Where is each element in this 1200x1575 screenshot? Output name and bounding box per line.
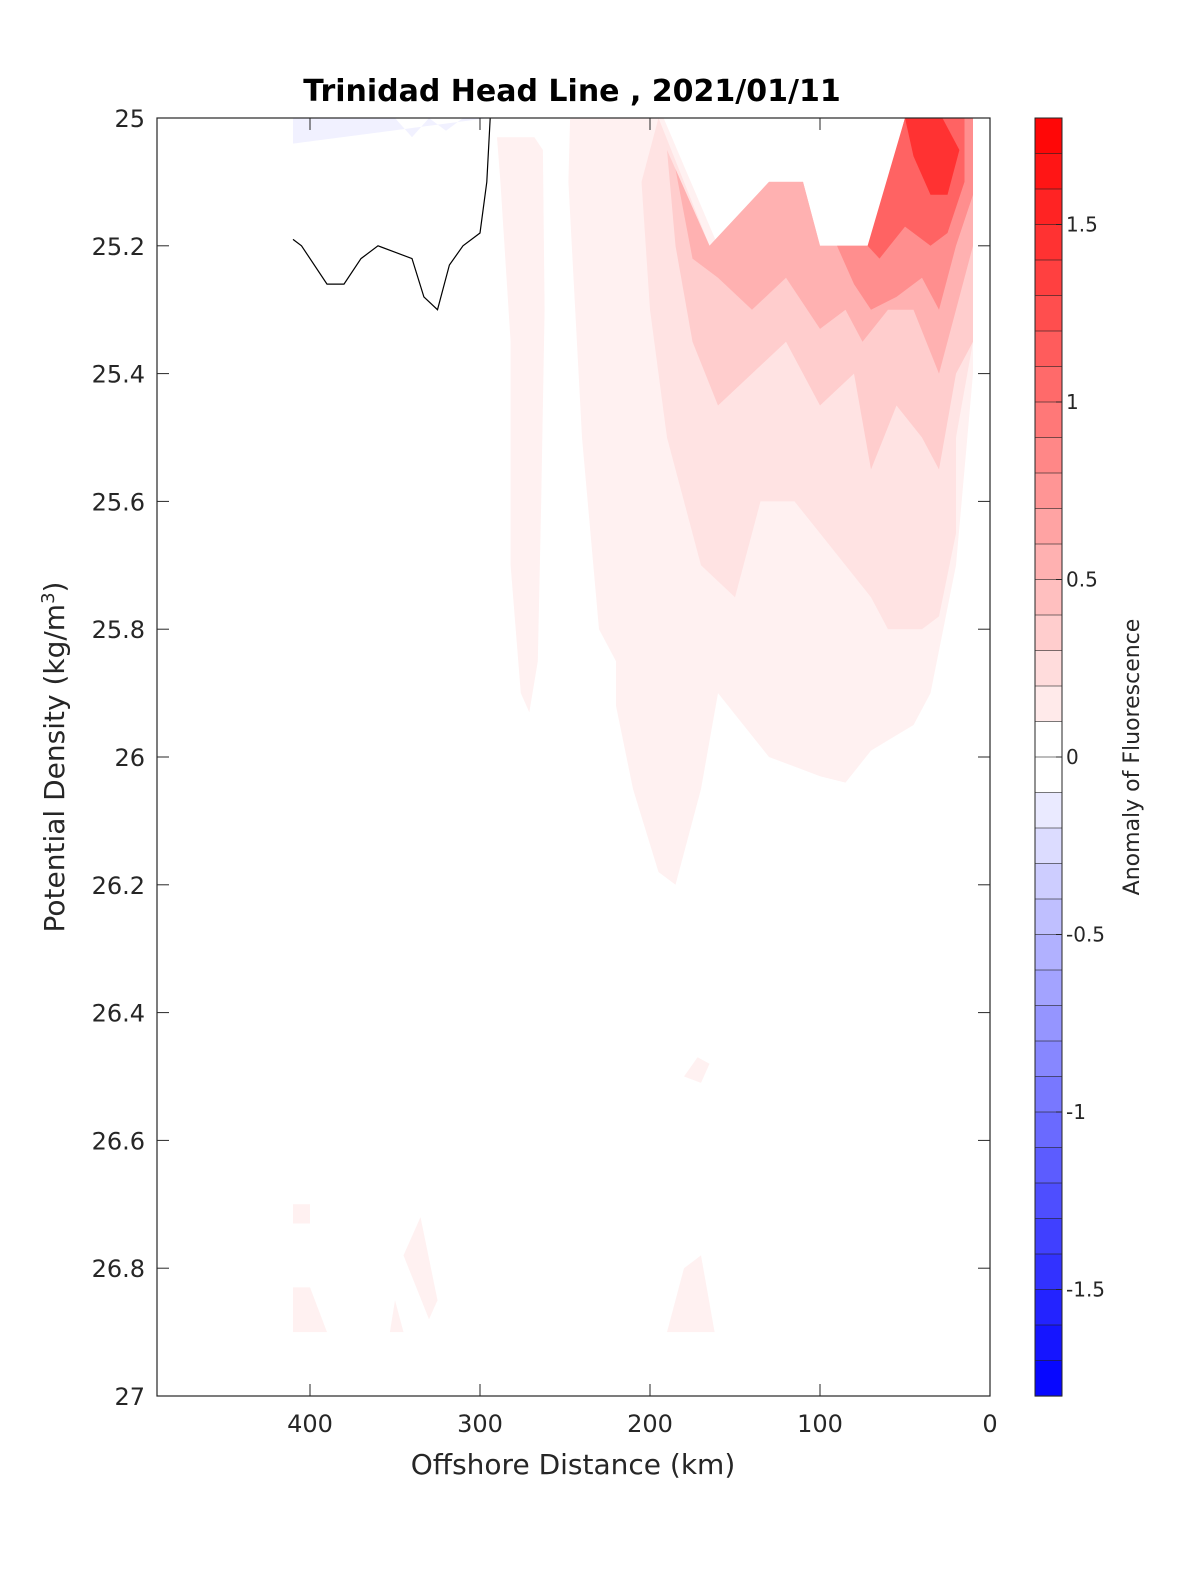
x-tick-label: 400 bbox=[287, 1410, 333, 1438]
colorbar-tick-label: 0 bbox=[1066, 745, 1079, 769]
x-tick-label: 200 bbox=[627, 1410, 673, 1438]
colorbar-segment bbox=[1034, 1324, 1063, 1362]
colorbar-tick-label: 1.5 bbox=[1066, 213, 1098, 237]
colorbar-segment bbox=[1034, 756, 1063, 794]
y-axis-label-superscript: 3 bbox=[38, 592, 59, 603]
colorbar-segment bbox=[1034, 579, 1063, 616]
contour-region-14 bbox=[905, 118, 960, 195]
colorbar-segment bbox=[1034, 1218, 1063, 1255]
colorbar-segment bbox=[1034, 508, 1063, 545]
y-axis-ticks: 25 25.2 25.4 25.6 25.8 26 26.2 26.4 26.6 26.8 27 bbox=[92, 105, 990, 1411]
y-axis-label-end: ) bbox=[38, 582, 71, 593]
colorbar-tick-label: -1.5 bbox=[1066, 1278, 1105, 1302]
colorbar-segment bbox=[1034, 1360, 1063, 1397]
contour-region-7 bbox=[667, 1255, 715, 1333]
colorbar-segment bbox=[1034, 934, 1063, 971]
colorbar-segment bbox=[1034, 188, 1063, 226]
colorbar-tick-label: -0.5 bbox=[1066, 923, 1105, 947]
y-tick-label: 26.8 bbox=[92, 1255, 145, 1283]
colorbar-segment bbox=[1034, 259, 1063, 297]
x-axis-label: Offshore Distance (km) bbox=[411, 1448, 736, 1481]
colorbar-tick-label: 1 bbox=[1066, 390, 1079, 414]
colorbar-segment bbox=[1034, 437, 1063, 474]
contour-region-4 bbox=[293, 1287, 327, 1333]
colorbar-segment bbox=[1034, 1076, 1063, 1113]
colorbar-segment bbox=[1034, 224, 1063, 261]
x-tick-label: 300 bbox=[457, 1410, 503, 1438]
colorbar-segment bbox=[1034, 295, 1063, 332]
y-tick-label: 25.4 bbox=[92, 361, 145, 389]
y-axis-label-main: Potential Density (kg/m bbox=[38, 604, 71, 933]
colorbar-segment bbox=[1034, 685, 1063, 723]
colorbar-segment bbox=[1034, 1111, 1063, 1149]
zero-contour-line bbox=[292, 118, 491, 311]
contour-region-3 bbox=[293, 1204, 310, 1224]
contour-line-layer bbox=[292, 118, 491, 311]
y-tick-label: 25 bbox=[114, 105, 145, 133]
colorbar-ticks: 1.5 1 0.5 0 -0.5 -1 -1.5 bbox=[1056, 213, 1105, 1302]
colorbar-segment bbox=[1034, 1182, 1063, 1220]
colorbar-segment bbox=[1034, 721, 1063, 758]
contour-region-6 bbox=[389, 1300, 404, 1333]
y-tick-label: 25.2 bbox=[92, 233, 145, 261]
chart-title: Trinidad Head Line , 2021/01/11 bbox=[303, 74, 840, 109]
x-tick-label: 0 bbox=[982, 1410, 997, 1438]
colorbar-segment bbox=[1034, 117, 1063, 155]
colorbar-tick-label: 0.5 bbox=[1066, 568, 1098, 592]
y-tick-label: 26.2 bbox=[92, 872, 145, 900]
colorbar-segment bbox=[1034, 330, 1063, 368]
colorbar-segment bbox=[1034, 153, 1063, 190]
contour-region-5 bbox=[403, 1217, 438, 1320]
colorbar bbox=[1034, 117, 1063, 1397]
y-tick-label: 27 bbox=[114, 1383, 145, 1411]
colorbar-segment bbox=[1034, 792, 1063, 829]
y-axis-label: Potential Density (kg/m3) bbox=[38, 582, 72, 933]
contour-region-0 bbox=[497, 137, 545, 713]
x-tick-label: 100 bbox=[797, 1410, 843, 1438]
y-tick-label: 26.6 bbox=[92, 1127, 145, 1155]
contour-region-8 bbox=[293, 118, 489, 144]
colorbar-segment bbox=[1034, 1040, 1063, 1078]
colorbar-tick-label: -1 bbox=[1066, 1100, 1086, 1124]
colorbar-segment bbox=[1034, 543, 1063, 581]
colorbar-segment bbox=[1034, 827, 1063, 865]
contour-region-2 bbox=[684, 1057, 710, 1083]
colorbar-segment bbox=[1034, 863, 1063, 900]
contour-fill-layer bbox=[293, 118, 973, 1333]
colorbar-segment bbox=[1034, 1147, 1063, 1184]
colorbar-segment bbox=[1034, 1289, 1063, 1326]
colorbar-segment bbox=[1034, 472, 1063, 510]
y-tick-label: 25.6 bbox=[92, 488, 145, 516]
colorbar-segment bbox=[1034, 401, 1063, 439]
colorbar-segment bbox=[1034, 1005, 1063, 1042]
y-tick-label: 25.8 bbox=[92, 616, 145, 644]
colorbar-segment bbox=[1034, 614, 1063, 652]
colorbar-segment bbox=[1034, 969, 1063, 1007]
y-tick-label: 26.4 bbox=[92, 1000, 145, 1028]
colorbar-segment bbox=[1034, 366, 1063, 403]
colorbar-segment bbox=[1034, 650, 1063, 687]
colorbar-label: Anomaly of Fluorescence bbox=[1120, 619, 1145, 896]
y-tick-label: 26 bbox=[114, 744, 145, 772]
colorbar-segment bbox=[1034, 898, 1063, 936]
colorbar-segment bbox=[1034, 1253, 1063, 1291]
x-axis-ticks: 400 300 200 100 0 bbox=[287, 118, 998, 1438]
